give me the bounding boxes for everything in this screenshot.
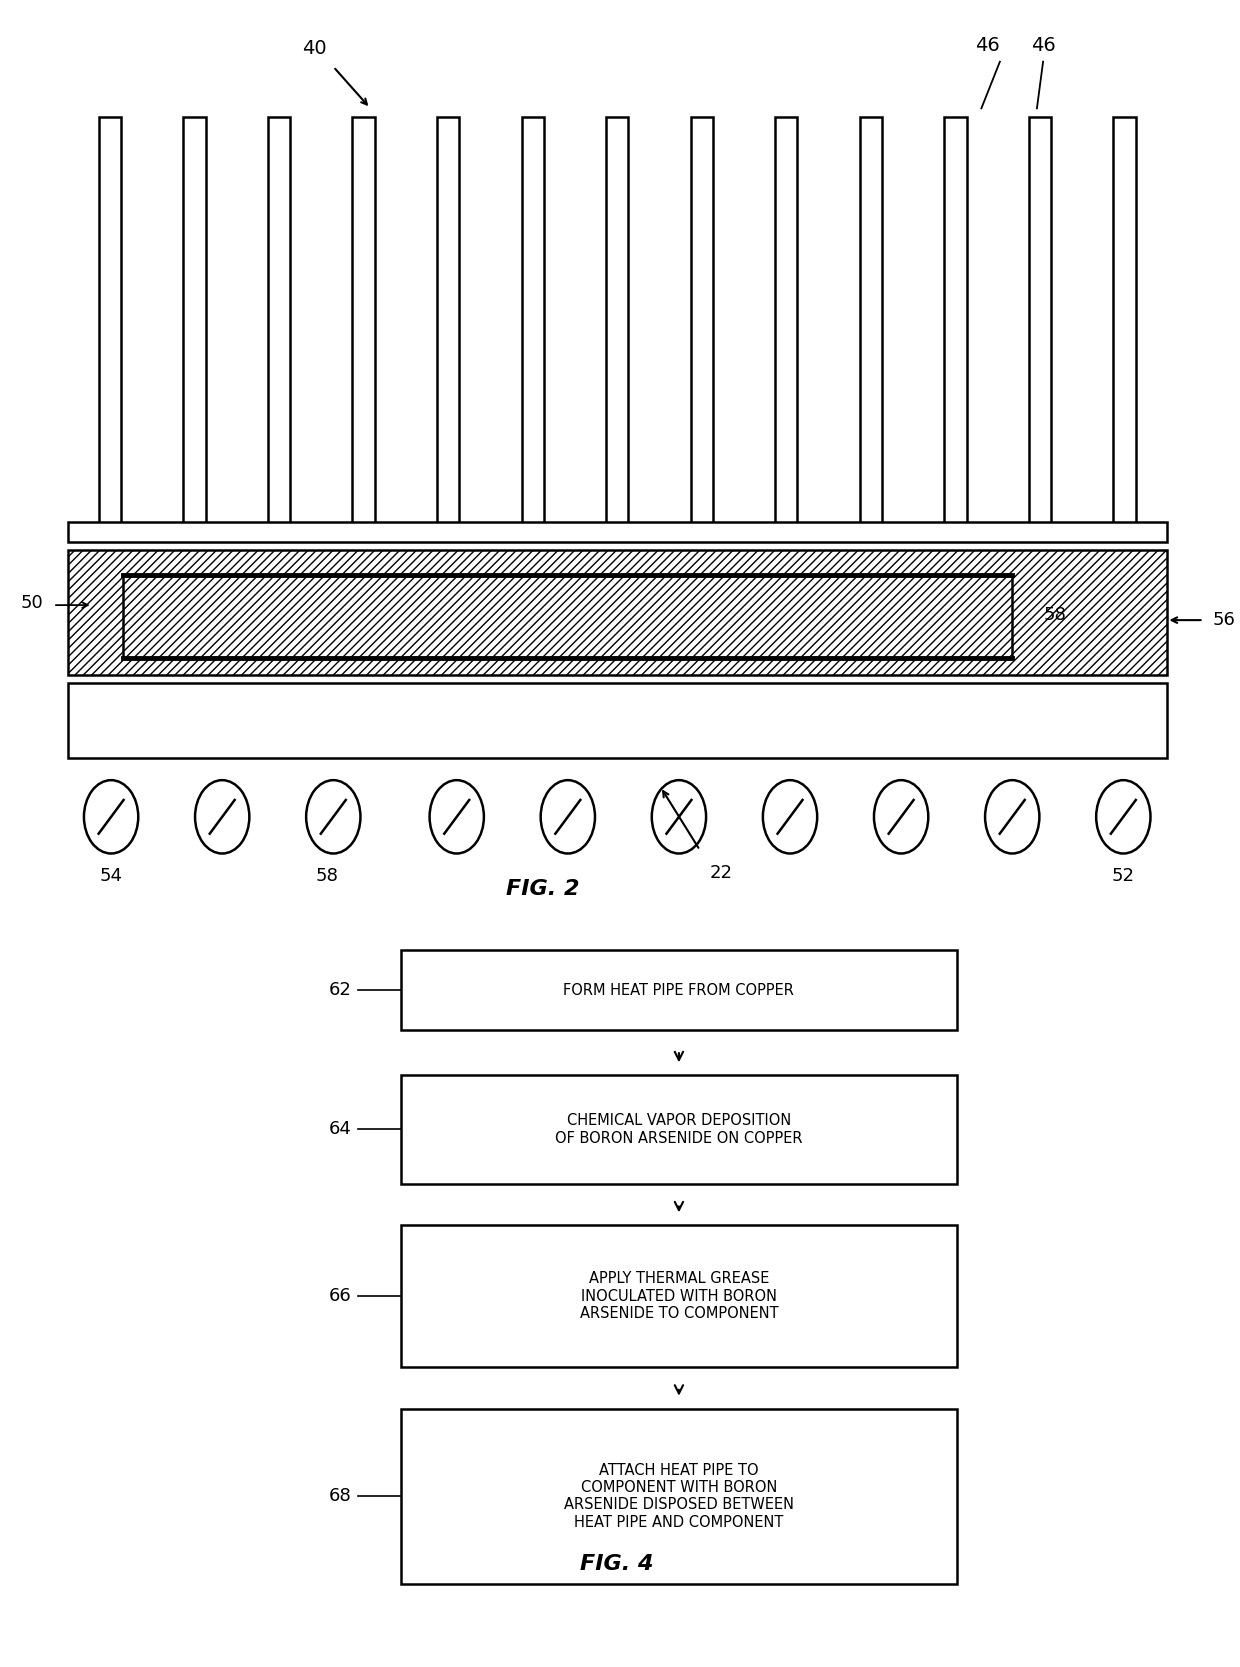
Circle shape — [763, 780, 817, 854]
Circle shape — [1096, 780, 1151, 854]
Bar — [945, 117, 966, 525]
Bar — [68, 522, 1167, 542]
Bar — [859, 117, 882, 525]
Text: FIG. 4: FIG. 4 — [580, 1554, 653, 1574]
Bar — [691, 117, 713, 525]
Text: ATTACH HEAT PIPE TO
COMPONENT WITH BORON
ARSENIDE DISPOSED BETWEEN
HEAT PIPE AND: ATTACH HEAT PIPE TO COMPONENT WITH BORON… — [564, 1462, 794, 1530]
Bar — [124, 575, 1012, 658]
Circle shape — [429, 780, 484, 854]
Text: 58: 58 — [316, 867, 339, 885]
Bar — [1114, 117, 1136, 525]
Text: FORM HEAT PIPE FROM COPPER: FORM HEAT PIPE FROM COPPER — [563, 984, 795, 997]
Text: 48: 48 — [169, 628, 191, 645]
FancyBboxPatch shape — [402, 1409, 957, 1584]
Bar — [124, 575, 1012, 658]
Text: 64: 64 — [329, 1120, 352, 1139]
Circle shape — [195, 780, 249, 854]
Text: 66: 66 — [329, 1287, 352, 1305]
Text: FIG. 2: FIG. 2 — [506, 879, 580, 899]
Bar — [68, 550, 1167, 675]
Circle shape — [874, 780, 929, 854]
Bar — [184, 117, 206, 525]
Bar — [352, 117, 374, 525]
Text: 58: 58 — [1043, 607, 1066, 623]
Text: 46: 46 — [975, 37, 999, 55]
FancyBboxPatch shape — [402, 1075, 957, 1184]
Bar — [268, 117, 290, 525]
Circle shape — [985, 780, 1039, 854]
Circle shape — [84, 780, 138, 854]
Circle shape — [306, 780, 361, 854]
Bar — [68, 550, 1167, 675]
Text: 52: 52 — [1112, 867, 1135, 885]
Text: 54: 54 — [99, 867, 123, 885]
Text: 62: 62 — [329, 982, 352, 999]
Bar — [775, 117, 797, 525]
Bar — [68, 683, 1167, 758]
Text: 40: 40 — [303, 40, 327, 58]
Text: 68: 68 — [329, 1487, 352, 1505]
FancyBboxPatch shape — [402, 1225, 957, 1367]
Circle shape — [652, 780, 706, 854]
Text: 50: 50 — [20, 595, 43, 612]
FancyBboxPatch shape — [402, 950, 957, 1030]
Bar — [522, 117, 544, 525]
Text: APPLY THERMAL GREASE
INOCULATED WITH BORON
ARSENIDE TO COMPONENT: APPLY THERMAL GREASE INOCULATED WITH BOR… — [579, 1272, 779, 1320]
Text: 56: 56 — [1213, 612, 1235, 628]
Bar — [606, 117, 629, 525]
Text: 46: 46 — [1030, 37, 1055, 55]
Text: 22: 22 — [709, 864, 733, 882]
Bar — [1029, 117, 1052, 525]
Text: CHEMICAL VAPOR DEPOSITION
OF BORON ARSENIDE ON COPPER: CHEMICAL VAPOR DEPOSITION OF BORON ARSEN… — [556, 1114, 802, 1145]
Bar — [99, 117, 122, 525]
Circle shape — [541, 780, 595, 854]
Bar — [436, 117, 459, 525]
